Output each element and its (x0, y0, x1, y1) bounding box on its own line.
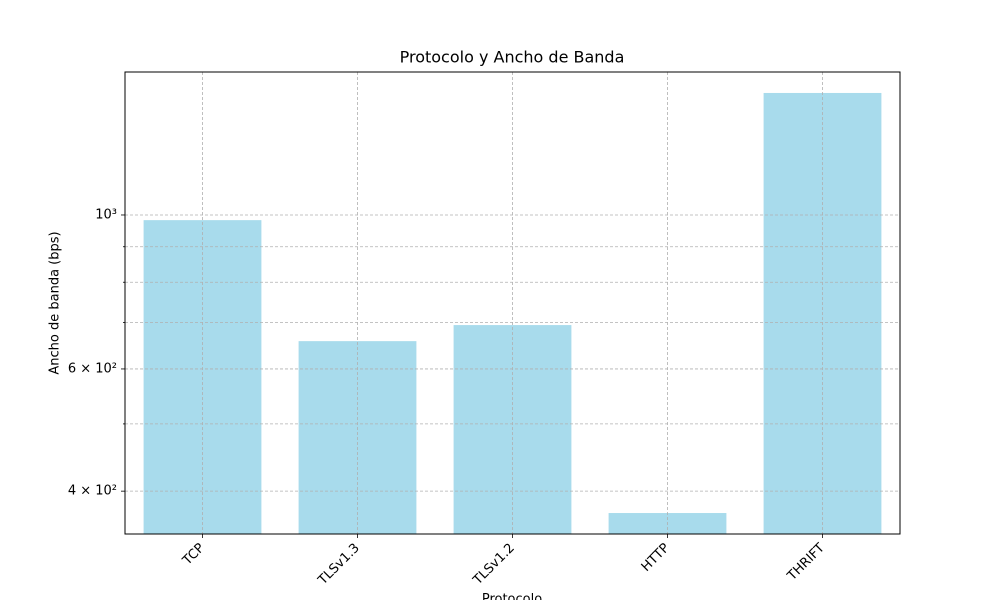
y-tick-label: 6 × 10² (68, 361, 117, 376)
x-axis-label: Protocolo (482, 592, 542, 600)
plot-frame (124, 71, 901, 535)
x-tick-label: HTTP (639, 541, 673, 575)
x-tick-label: TLSv1.2 (470, 541, 518, 589)
x-tick-label: TLSv1.3 (315, 541, 363, 589)
y-axis-label: Ancho de banda (bps) (48, 231, 63, 374)
x-tick-label: TCP (179, 541, 207, 569)
chart-title: Protocolo y Ancho de Banda (400, 48, 625, 67)
y-tick-label: 10³ (95, 207, 117, 222)
y-tick-label: 4 × 10² (68, 484, 117, 499)
x-tick-label: THRIFT (784, 541, 828, 585)
